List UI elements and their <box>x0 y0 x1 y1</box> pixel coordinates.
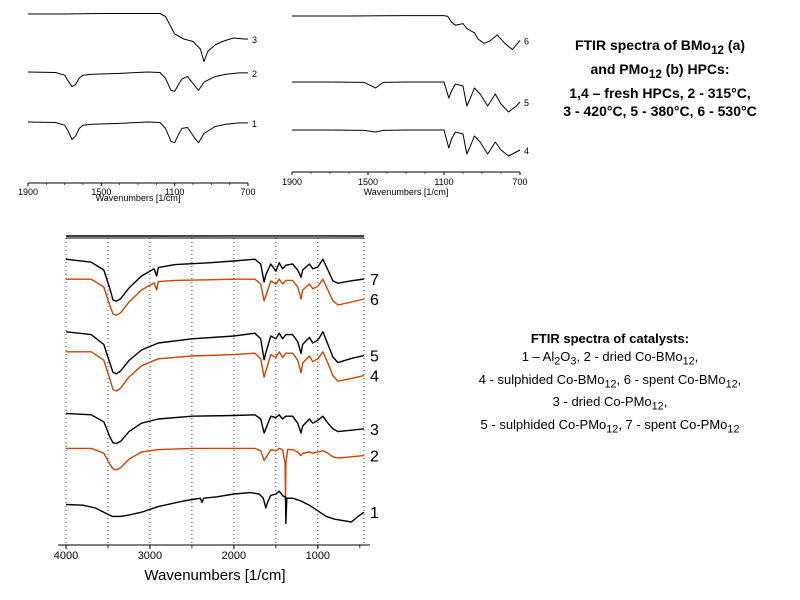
series-line-3 <box>65 412 365 445</box>
caption-bottom-title: FTIR spectra of catalysts: <box>530 331 690 346</box>
series-label-1: 1 <box>370 505 379 522</box>
caption-bottom-l4d: 12 <box>727 423 740 436</box>
x-tick-label: 2000 <box>222 550 246 562</box>
caption-top-sub1: 12 <box>711 43 725 57</box>
series-label-6: 6 <box>370 292 379 309</box>
x-tick-label: 1500 <box>91 187 111 197</box>
caption-top-sub2: 12 <box>648 67 662 81</box>
caption-top-line4: 3 - 420°C, 5 - 380°C, 6 - 530°C <box>563 102 757 119</box>
x-tick-label: 1500 <box>358 177 378 187</box>
series-line-6 <box>66 278 365 316</box>
caption-bottom-l2b: 12 <box>604 378 617 391</box>
x-axis-label: Wavenumbers [1/cm] <box>96 193 181 203</box>
series-label-3: 3 <box>252 35 257 45</box>
series-line-5 <box>292 81 521 113</box>
caption-bottom-l1d: 3 <box>570 355 577 368</box>
caption-bottom-l2d: 12 <box>725 378 738 391</box>
x-tick-label: 1100 <box>165 187 184 197</box>
caption-bottom-l4c: , 7 - spent Co-PMo <box>618 416 728 432</box>
series-label-5: 5 <box>524 98 529 108</box>
panel-c-chart: 4000 3000 2000 1000 Wavenumbers [1/cm] 7 6 5 4 3 2… <box>54 235 379 584</box>
panel-b-chart: 1900 1500 1100 700 Wavenumbers [1/cm] 6 5 4 <box>282 15 529 197</box>
series-label-2: 2 <box>252 69 257 79</box>
series-line-2 <box>27 71 248 92</box>
series-label-3: 3 <box>370 422 379 439</box>
caption-bottom-l3a: 3 - dried Co-PMo <box>552 394 652 410</box>
caption-top: FTIR spectra of BMo12 (a) and PMo12 (b) … <box>530 36 790 120</box>
caption-bottom: FTIR spectra of catalysts: 1 – Al2O3, 2 … <box>420 330 800 438</box>
caption-bottom-l2a: 4 - sulphided Co-BMo <box>478 371 605 387</box>
caption-bottom-l1g: , <box>694 349 699 364</box>
caption-top-line2: and PMo <box>590 60 649 77</box>
series-line-5 <box>65 331 365 375</box>
caption-bottom-l1e: , 2 - dried Co-BMo <box>576 349 683 364</box>
x-tick-label: 700 <box>240 187 255 197</box>
caption-top-line1-end: (a) <box>724 37 746 53</box>
series-line-4 <box>66 351 365 392</box>
caption-bottom-l1b: 2 <box>554 355 561 368</box>
caption-bottom-l4b: 12 <box>606 423 619 436</box>
series-line-7 <box>65 258 365 302</box>
caption-bottom-l1f: 12 <box>682 355 695 368</box>
series-line-3 <box>28 13 248 62</box>
series-label-1: 1 <box>252 119 257 129</box>
x-tick-label: 1900 <box>18 187 38 197</box>
x-axis-label: Wavenumbers [1/cm] <box>144 567 285 584</box>
series-label-5: 5 <box>370 349 379 366</box>
x-tick-label: 4000 <box>54 550 78 562</box>
series-label-6: 6 <box>524 36 529 46</box>
caption-top-line1: FTIR spectra of BMo <box>574 37 712 53</box>
panel-a-chart: 1900 1500 1100 700 Wavenumbers [1/cm] 3 2 1 <box>18 13 257 203</box>
caption-bottom-l2e: , <box>737 371 742 387</box>
x-tick-label: 1900 <box>282 177 302 187</box>
series-line-1 <box>27 121 248 144</box>
series-line-1 <box>65 490 365 525</box>
series-label-2: 2 <box>370 449 379 466</box>
series-line-6 <box>292 15 521 51</box>
x-tick-label: 1000 <box>306 550 330 562</box>
caption-bottom-l3c: , <box>663 394 668 410</box>
x-tick-label: 1100 <box>434 177 453 187</box>
caption-bottom-l1a: 1 – Al <box>521 349 555 364</box>
x-tick-label: 3000 <box>138 550 162 562</box>
caption-bottom-l2c: , 6 - spent Co-BMo <box>616 371 726 387</box>
series-label-4: 4 <box>524 146 529 156</box>
caption-top-line3: 1,4 – fresh HPCs, 2 - 315°C, <box>569 84 751 101</box>
series-line-2 <box>66 447 365 501</box>
series-line-4 <box>292 129 521 157</box>
caption-bottom-l4a: 5 - sulphided Co-PMo <box>480 416 607 432</box>
caption-bottom-l3b: 12 <box>651 400 664 413</box>
caption-bottom-l1c: O <box>560 349 571 364</box>
series-label-4: 4 <box>370 369 379 386</box>
x-axis-label: Wavenumbers [1/cm] <box>364 187 449 197</box>
series-label-7: 7 <box>370 272 379 289</box>
caption-top-line2-end: (b) HPCs: <box>661 60 730 77</box>
x-tick-label: 700 <box>512 177 527 187</box>
